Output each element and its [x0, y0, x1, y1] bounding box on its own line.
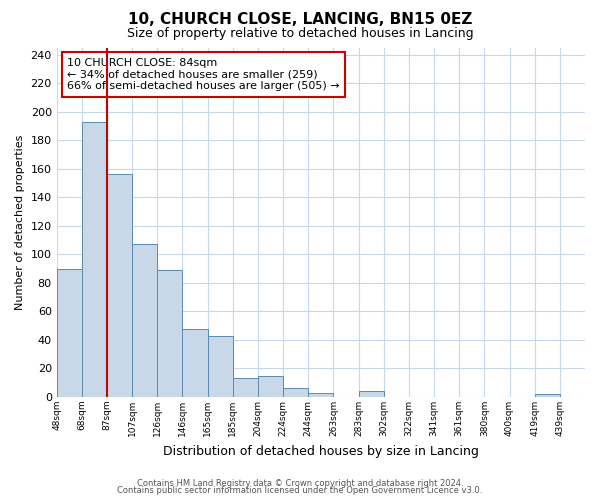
Bar — [157, 270, 182, 397]
Bar — [82, 122, 107, 397]
Y-axis label: Number of detached properties: Number of detached properties — [15, 134, 25, 310]
Bar — [308, 392, 334, 397]
X-axis label: Distribution of detached houses by size in Lancing: Distribution of detached houses by size … — [163, 444, 479, 458]
Bar — [283, 388, 308, 397]
Bar — [233, 378, 258, 397]
Bar — [56, 268, 82, 397]
Text: 10, CHURCH CLOSE, LANCING, BN15 0EZ: 10, CHURCH CLOSE, LANCING, BN15 0EZ — [128, 12, 472, 28]
Bar — [535, 394, 560, 397]
Bar — [132, 244, 157, 397]
Bar — [107, 174, 132, 397]
Bar — [258, 376, 283, 397]
Bar — [208, 336, 233, 397]
Bar — [359, 392, 384, 397]
Text: Contains public sector information licensed under the Open Government Licence v3: Contains public sector information licen… — [118, 486, 482, 495]
Text: Contains HM Land Registry data © Crown copyright and database right 2024.: Contains HM Land Registry data © Crown c… — [137, 478, 463, 488]
Text: 10 CHURCH CLOSE: 84sqm
← 34% of detached houses are smaller (259)
66% of semi-de: 10 CHURCH CLOSE: 84sqm ← 34% of detached… — [67, 58, 340, 91]
Bar — [182, 328, 208, 397]
Text: Size of property relative to detached houses in Lancing: Size of property relative to detached ho… — [127, 28, 473, 40]
